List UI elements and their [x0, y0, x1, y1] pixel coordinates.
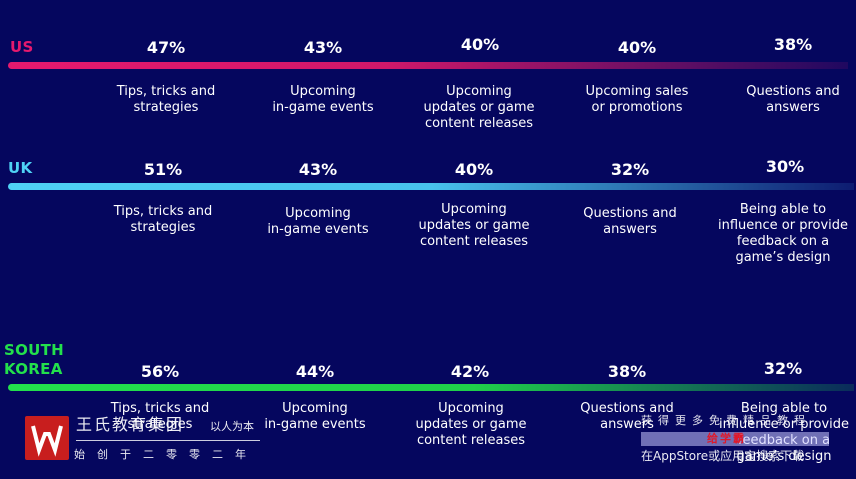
label-us-5: Questions and answers — [746, 84, 840, 115]
value-us-1: 47% — [146, 38, 186, 57]
watermark-right-line3: 在AppStore或应用宝搜索下载 — [641, 449, 805, 463]
watermark-logo — [25, 416, 69, 460]
value-kr-2: 44% — [295, 362, 335, 381]
watermark-right-line1: 获得更多免费精品教程 — [641, 414, 811, 427]
watermark-years: 始创于二零零二年 — [74, 448, 258, 461]
value-uk-3: 40% — [454, 160, 494, 179]
label-kr-4: Questions and answers — [580, 401, 674, 432]
label-kr-2: Upcoming in-game events — [264, 401, 366, 432]
label-uk-2: Upcoming in-game events — [267, 206, 369, 237]
value-kr-1: 56% — [140, 362, 180, 381]
value-uk-2: 43% — [298, 160, 338, 179]
value-kr-3: 42% — [450, 362, 490, 381]
bar-south-korea — [8, 384, 854, 391]
watermark-name: 王氏教育集团 — [76, 415, 185, 434]
watermark-right-line2: 给学霸 — [707, 432, 746, 445]
bar-uk — [8, 183, 854, 190]
value-us-5: 38% — [773, 35, 813, 54]
country-label-us: US — [10, 38, 34, 56]
label-uk-1: Tips, tricks and strategies — [113, 204, 213, 235]
label-kr-3: Upcoming updates or game content release… — [415, 401, 527, 448]
value-us-4: 40% — [617, 38, 657, 57]
label-us-2: Upcoming in-game events — [272, 84, 374, 115]
label-kr-1: Tips, tricks and strategies — [110, 401, 210, 432]
value-uk-5: 30% — [765, 157, 805, 176]
value-us-2: 43% — [303, 38, 343, 57]
watermark-motto: 以人为本 — [210, 420, 254, 433]
label-us-1: Tips, tricks and strategies — [116, 84, 216, 115]
label-uk-3: Upcoming updates or game content release… — [418, 202, 530, 249]
label-uk-5: Being able to influence or provide feedb… — [717, 202, 849, 265]
value-kr-5: 32% — [763, 359, 803, 378]
country-label-uk: UK — [8, 159, 33, 177]
value-uk-1: 51% — [143, 160, 183, 179]
label-us-4: Upcoming sales or promotions — [585, 84, 689, 115]
label-uk-4: Questions and answers — [583, 206, 677, 237]
country-label-south-korea: SOUTH KOREA — [4, 341, 65, 378]
label-us-3: Upcoming updates or game content release… — [423, 84, 535, 131]
bar-us — [8, 62, 848, 69]
value-kr-4: 38% — [607, 362, 647, 381]
watermark-divider — [76, 440, 260, 441]
watermark-logo-icon — [31, 425, 63, 457]
watermark-band — [641, 432, 829, 446]
value-us-3: 40% — [460, 35, 500, 54]
value-uk-4: 32% — [610, 160, 650, 179]
